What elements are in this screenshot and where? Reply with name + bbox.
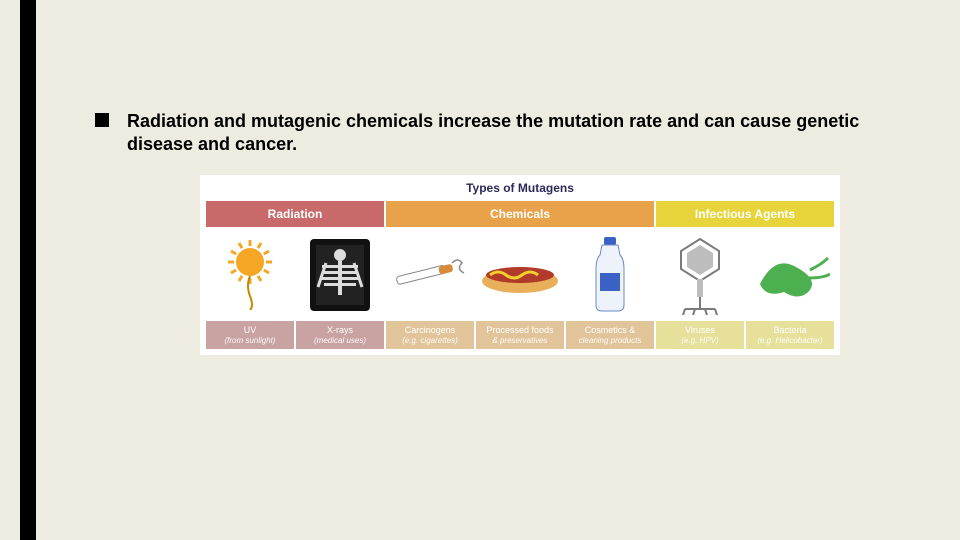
hotdog-icon [476,231,564,319]
bacteria-icon [746,231,834,319]
bullet-square-icon [95,113,109,127]
virus-icon [656,231,744,319]
sun-icon [206,231,294,319]
item-label-main: UV [208,325,292,336]
item-label-sub: (e.g. HPV) [658,336,742,346]
item-label-main: Bacteria [748,325,832,336]
category-header-row: RadiationChemicalsInfectious Agents [206,201,834,227]
category-header: Chemicals [386,201,654,227]
xray-icon [296,231,384,319]
item-label: Cosmetics &cleaning products [566,321,654,349]
item-label-main: Cosmetics & [568,325,652,336]
item-label-sub: (medical uses) [298,336,382,346]
item-label-main: Processed foods [478,325,562,336]
item-label: Viruses(e.g. HPV) [656,321,744,349]
item-label: UV(from sunlight) [206,321,294,349]
bottle-icon [566,231,654,319]
slide-body: Radiation and mutagenic chemicals increa… [95,110,915,155]
category-header: Infectious Agents [656,201,834,227]
item-label-main: X-rays [298,325,382,336]
slide-accent-bar [20,0,36,540]
item-label-sub: (e.g. Helicobacter) [748,336,832,346]
item-label-sub: cleaning products [568,336,652,346]
label-row: UV(from sunlight)X-rays(medical uses)Car… [206,321,834,349]
item-label: Carcinogens(e.g. cigarettes) [386,321,474,349]
item-label: Bacteria(e.g. Helicobacter) [746,321,834,349]
item-label-sub: & preservatives [478,336,562,346]
item-label: X-rays(medical uses) [296,321,384,349]
item-label-sub: (from sunlight) [208,336,292,346]
category-header: Radiation [206,201,384,227]
mutagens-figure: Types of Mutagens RadiationChemicalsInfe… [200,175,840,355]
bullet-item: Radiation and mutagenic chemicals increa… [95,110,915,155]
item-label: Processed foods& preservatives [476,321,564,349]
figure-title: Types of Mutagens [206,181,834,195]
item-label-main: Carcinogens [388,325,472,336]
icons-row [206,231,834,319]
item-label-sub: (e.g. cigarettes) [388,336,472,346]
bullet-text: Radiation and mutagenic chemicals increa… [127,110,915,155]
cigarette-icon [386,231,474,319]
item-label-main: Viruses [658,325,742,336]
